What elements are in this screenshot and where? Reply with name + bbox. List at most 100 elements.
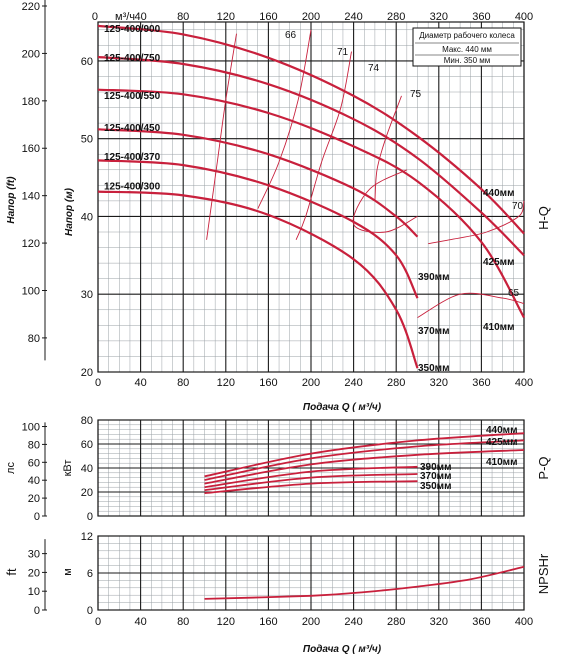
hq-curve-440мм <box>97 24 525 235</box>
npsh-ft-tick-label: 30 <box>28 549 40 561</box>
hq-x-tick-label: 0 <box>95 377 101 389</box>
pq-hp-tick-label: 0 <box>34 511 40 523</box>
pq-y-ticks-hp: 0 20 40 60 80 100 <box>22 422 47 523</box>
hq-y-ticks-m: 20 30 40 50 60 <box>81 56 93 379</box>
pq-y-label: кВт <box>62 460 74 477</box>
npsh-side-label: NPSHr <box>536 553 551 594</box>
pq-y-tick-label: 60 <box>81 439 93 451</box>
hq-top-x-tick-label: 160 <box>259 11 277 23</box>
pq-curve-440мм <box>204 432 525 478</box>
efficiency-line-75 <box>374 95 402 201</box>
hq-model-label: 125-400/750 <box>104 53 161 64</box>
hq-curve-label: 370мм <box>418 326 449 337</box>
npsh-curve <box>204 565 525 600</box>
hq-model-label: 125-400/370 <box>104 152 161 163</box>
npsh-x-tick-label: 280 <box>387 616 405 628</box>
legend-box-min: Мин. 350 мм <box>444 56 491 65</box>
hq-top-x-tick-label: 80 <box>177 11 189 23</box>
pq-y-tick-label: 80 <box>81 415 93 427</box>
efficiency-label: 71 <box>337 47 349 58</box>
legend-box-title: Диаметр рабочего колеса <box>419 31 515 40</box>
hq-x-tick-label: 160 <box>259 377 277 389</box>
npsh-ft-tick-label: 20 <box>28 567 40 579</box>
npsh-x-tick-label: 160 <box>259 616 277 628</box>
hq-curve-390мм <box>97 128 419 238</box>
npsh-x-tick-label: 120 <box>217 616 235 628</box>
npsh-x-tick-label: 40 <box>134 616 146 628</box>
npsh-x-tick-label: 0 <box>95 616 101 628</box>
pq-curve-390мм <box>204 465 418 489</box>
hq-ft-tick-label: 160 <box>22 143 40 155</box>
npsh-x-tick-label: 320 <box>430 616 448 628</box>
hq-top-x-tick-label: 40 <box>134 11 146 23</box>
pq-curve-label: 370мм <box>420 471 451 482</box>
hq-x-tick-label: 200 <box>302 377 320 389</box>
npsh-y-tick-label: 6 <box>87 568 93 580</box>
plot-frame <box>97 21 525 373</box>
hq-model-label: 125-400/900 <box>104 24 161 35</box>
hq-ft-tick-label: 180 <box>22 96 40 108</box>
hq-efficiency-labels: 66 71 74 75 70 65 <box>285 30 524 299</box>
hq-top-unit: м³/ч <box>115 11 135 23</box>
efficiency-line-71 <box>257 29 312 209</box>
hq-model-label: 125-400/550 <box>104 91 161 102</box>
npsh-x-label: Подача Q ( м³/ч) <box>303 644 382 655</box>
efficiency-label: 74 <box>368 63 380 74</box>
hq-top-x-tick-label: 200 <box>302 11 320 23</box>
efficiency-label: 66 <box>285 30 297 41</box>
hq-x-tick-label: 360 <box>472 377 490 389</box>
pq-y-tick-label: 40 <box>81 463 93 475</box>
hq-curve-labels: 440мм 425мм 410мм 390мм 370мм 350мм <box>418 188 514 374</box>
hq-y2-label: Напор (ft) <box>6 176 17 224</box>
pq-y2-label: лс <box>5 462 17 474</box>
hq-y-tick-label: 60 <box>81 56 93 68</box>
hq-curve-350мм <box>97 190 419 369</box>
efficiency-label: 65 <box>508 288 520 299</box>
hq-curve-label: 390мм <box>418 272 449 283</box>
npsh-y2-label: ft <box>4 568 19 576</box>
npsh-ft-tick-label: 10 <box>28 586 40 598</box>
pq-y-tick-label: 20 <box>81 487 93 499</box>
hq-curve-label: 410мм <box>483 322 514 333</box>
hq-top-x-ticks: 40 80 120 160 200 240 280 320 360 400 0 <box>92 11 533 23</box>
pq-curve-label: 390мм <box>420 462 451 473</box>
pq-curve-label: 425мм <box>486 437 517 448</box>
npsh-panel: 0 40 80 120 160 200 240 280 320 360 400 0 6 12 0 10 20… <box>4 531 551 655</box>
plot-frame <box>97 535 525 611</box>
hq-x-tick-label: 320 <box>430 377 448 389</box>
hq-y-tick-label: 20 <box>81 367 93 379</box>
efficiency-label: 70 <box>512 201 524 212</box>
hq-curve-370мм <box>97 159 419 299</box>
hq-top-x-tick-label: 240 <box>344 11 362 23</box>
hq-ft-tick-label: 80 <box>28 333 40 345</box>
hq-model-label: 125-400/300 <box>104 181 161 192</box>
pq-hp-tick-label: 60 <box>28 457 40 469</box>
pq-side-label: P-Q <box>536 456 551 479</box>
npsh-x-tick-label: 400 <box>515 616 533 628</box>
impeller-legend-box: Диаметр рабочего колеса Макс. 440 мм Мин… <box>412 27 522 67</box>
hq-ft-tick-label: 140 <box>22 191 40 203</box>
pq-curve-425мм <box>204 439 525 481</box>
efficiency-line-70 <box>428 200 525 245</box>
npsh-major-grid <box>97 535 525 611</box>
hq-ft-tick-label: 120 <box>22 238 40 250</box>
pq-curve-label: 350мм <box>420 481 451 492</box>
hq-y-label: Напор (м) <box>64 187 75 236</box>
hq-y-tick-label: 50 <box>81 134 93 146</box>
hq-model-labels: 125-400/900 125-400/750 125-400/550 125-400… <box>104 24 161 192</box>
hq-top-x-tick-label: 120 <box>217 11 235 23</box>
pq-curve-label: 440мм <box>486 425 517 436</box>
hq-x-ticks: 0 40 80 120 160 200 240 280 320 360 400 <box>95 377 533 389</box>
npsh-y-ticks-m: 0 6 12 <box>81 531 93 617</box>
pq-y-ticks-kw: 0 20 40 60 80 <box>81 415 93 523</box>
npsh-y-tick-label: 12 <box>81 531 93 543</box>
hq-curve-label: 425мм <box>483 257 514 268</box>
npsh-x-tick-label: 80 <box>177 616 189 628</box>
hq-curve-410мм <box>97 88 525 319</box>
npsh-y-label: м <box>62 568 74 576</box>
npsh-y-ticks-ft: 0 10 20 30 <box>28 539 47 617</box>
plot-frame <box>97 419 525 517</box>
